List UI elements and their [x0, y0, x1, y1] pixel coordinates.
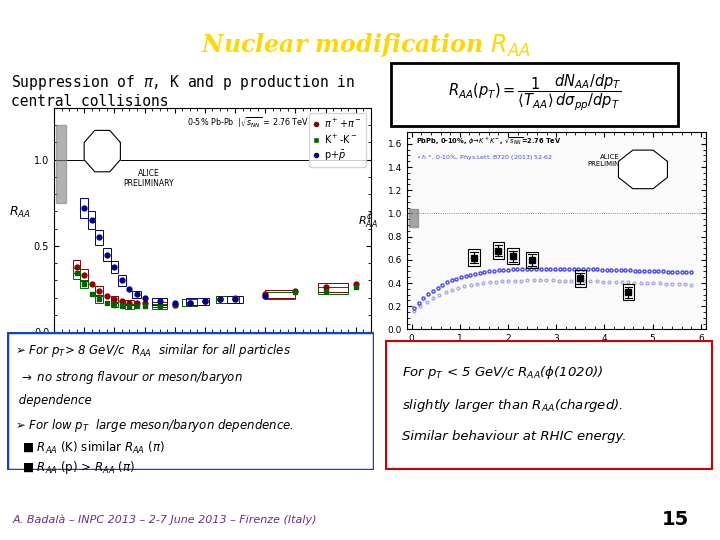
- Text: 0-5% Pb-Pb  $|\sqrt{s_{NN}}$ = 2.76 TeV: 0-5% Pb-Pb $|\sqrt{s_{NN}}$ = 2.76 TeV: [187, 114, 309, 130]
- Bar: [575, 270, 586, 287]
- Bar: [125, 303, 134, 309]
- Bar: [88, 212, 96, 228]
- Bar: [228, 296, 243, 303]
- Bar: [81, 280, 88, 288]
- Bar: [81, 269, 88, 281]
- Bar: [216, 296, 239, 303]
- Bar: [265, 293, 295, 299]
- Text: 15: 15: [662, 510, 688, 529]
- Bar: [111, 302, 118, 307]
- Y-axis label: $R_{AA}$: $R_{AA}$: [9, 205, 31, 220]
- Text: ■ $R_{AA}$ (p) > $R_{AA}$ ($\pi$): ■ $R_{AA}$ (p) > $R_{AA}$ ($\pi$): [22, 459, 135, 476]
- Bar: [152, 298, 167, 305]
- Bar: [125, 300, 134, 306]
- Bar: [111, 261, 118, 273]
- Text: $\circ$ $h^\pm$, 0-10%, Phys.Lett. B720 (2013) 52-62: $\circ$ $h^\pm$, 0-10%, Phys.Lett. B720 …: [415, 153, 553, 163]
- Text: Suppression of $\pi$, K and p production in: Suppression of $\pi$, K and p production…: [11, 73, 355, 92]
- Bar: [73, 260, 81, 273]
- Text: ALICE
PRELIMINARY: ALICE PRELIMINARY: [588, 154, 633, 167]
- Polygon shape: [618, 150, 667, 188]
- Bar: [182, 299, 197, 306]
- Bar: [526, 252, 538, 268]
- Y-axis label: $R^{\phi}_{AA}$: $R^{\phi}_{AA}$: [359, 210, 378, 231]
- Text: A. Badalà – INPC 2013 – 2-7 June 2013 – Firenze (Italy): A. Badalà – INPC 2013 – 2-7 June 2013 – …: [13, 515, 317, 525]
- Bar: [103, 248, 111, 261]
- Text: PbPb, 0-10%, $\phi\!\to\!K^+K^-$, $\sqrt{s_{NN}}$=2.76 TeV: PbPb, 0-10%, $\phi\!\to\!K^+K^-$, $\sqrt…: [415, 135, 561, 147]
- X-axis label: $p_T$ (GeV/c): $p_T$ (GeV/c): [529, 346, 583, 360]
- Bar: [265, 290, 295, 299]
- Bar: [152, 302, 167, 307]
- Bar: [182, 299, 197, 306]
- Bar: [507, 248, 518, 265]
- Bar: [409, 209, 418, 227]
- Bar: [96, 286, 103, 295]
- Bar: [318, 283, 348, 292]
- Bar: [152, 303, 167, 309]
- Bar: [318, 287, 348, 294]
- Polygon shape: [84, 130, 120, 172]
- Text: Similar behaviour at RHIC energy.: Similar behaviour at RHIC energy.: [402, 430, 626, 443]
- Bar: [96, 230, 103, 245]
- Bar: [96, 296, 103, 303]
- Text: $R_{AA}(p_T) = \dfrac{1}{\langle T_{AA} \rangle} \dfrac{dN_{AA}/dp_T}{d\sigma_{p: $R_{AA}(p_T) = \dfrac{1}{\langle T_{AA} …: [448, 73, 621, 113]
- Text: slightly larger than $R_{AA}$(charged).: slightly larger than $R_{AA}$(charged).: [402, 397, 623, 414]
- Bar: [492, 242, 504, 259]
- Bar: [81, 198, 88, 218]
- Legend: $\pi^+$+$\pi^-$, K$^+$-K$^-$, p+$\bar{p}$: $\pi^+$+$\pi^-$, K$^+$-K$^-$, p+$\bar{p}…: [309, 113, 366, 167]
- Bar: [55, 125, 66, 203]
- Text: $\rightarrow$ no strong flavour or meson/baryon: $\rightarrow$ no strong flavour or meson…: [14, 369, 243, 386]
- Bar: [111, 296, 118, 303]
- Bar: [186, 298, 209, 305]
- X-axis label: $p_T$ (GeV/c): $p_T$ (GeV/c): [183, 350, 242, 364]
- Text: For p$_T$ < 5 GeV/c $R_{AA}$($\phi$(1020)): For p$_T$ < 5 GeV/c $R_{AA}$($\phi$(1020…: [402, 363, 603, 381]
- Bar: [132, 291, 142, 298]
- Bar: [118, 275, 126, 286]
- Text: ➢ For low p$_T$  large meson/baryon dependence.: ➢ For low p$_T$ large meson/baryon depen…: [14, 417, 294, 435]
- Text: Nuclear modification $R_{AA}$: Nuclear modification $R_{AA}$: [201, 31, 531, 58]
- Bar: [73, 268, 81, 279]
- Bar: [623, 284, 634, 300]
- Bar: [469, 249, 480, 266]
- Text: dependence: dependence: [14, 394, 91, 407]
- Text: central collisions: central collisions: [11, 94, 168, 109]
- Text: ALICE
PRELIMINARY: ALICE PRELIMINARY: [124, 168, 174, 188]
- Text: ■ $R_{AA}$ (K) similar $R_{AA}$ ($\pi$): ■ $R_{AA}$ (K) similar $R_{AA}$ ($\pi$): [22, 440, 165, 456]
- Bar: [216, 296, 239, 303]
- Text: ➢ For p$_T$> 8 GeV/c  $R_{AA}$  similar for all particles: ➢ For p$_T$> 8 GeV/c $R_{AA}$ similar fo…: [14, 342, 291, 359]
